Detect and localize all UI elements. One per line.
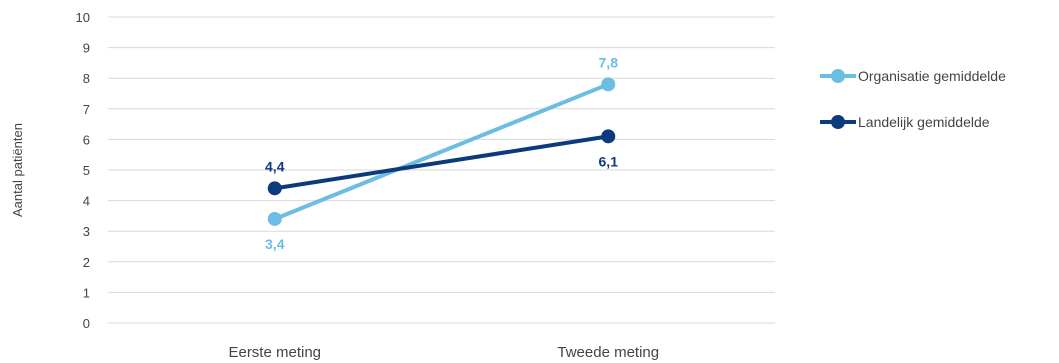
y-tick-label: 4	[83, 194, 90, 209]
y-tick-label: 9	[83, 41, 90, 56]
series-line	[272, 134, 611, 191]
gridlines	[108, 16, 775, 324]
y-tick-label: 5	[83, 163, 90, 178]
x-category-label: Eerste meting	[228, 344, 321, 361]
legend-swatch-marker	[831, 69, 845, 83]
y-axis-label: Aantal patiënten	[10, 123, 25, 217]
x-axis-categories: Eerste meting Tweede meting	[228, 344, 659, 361]
y-tick-label: 2	[83, 255, 90, 270]
y-tick-label: 6	[83, 132, 90, 147]
y-axis-ticks: 0 1 2 3 4 5 6 7 8 9 10	[76, 10, 90, 331]
data-point	[601, 129, 616, 144]
data-point	[601, 77, 616, 92]
y-tick-label: 7	[83, 102, 90, 117]
y-tick-label: 3	[83, 224, 90, 239]
data-point	[267, 181, 282, 196]
series-group: 3,4 7,8 4,4 6,1	[265, 54, 618, 252]
y-tick-label: 8	[83, 71, 90, 86]
y-tick-label: 1	[83, 285, 90, 300]
data-point	[267, 211, 282, 226]
x-category-label: Tweede meting	[557, 344, 659, 361]
y-tick-label: 10	[76, 10, 90, 25]
data-label: 3,4	[265, 236, 285, 252]
legend-label: Organisatie gemiddelde	[858, 68, 1006, 84]
data-label: 7,8	[599, 54, 619, 70]
legend: Organisatie gemiddelde Landelijk gemiddel…	[820, 68, 1006, 130]
legend-swatch-marker	[831, 115, 845, 129]
data-label: 6,1	[599, 153, 619, 169]
series-line	[272, 82, 611, 221]
data-label: 4,4	[265, 158, 285, 174]
legend-label: Landelijk gemiddelde	[858, 114, 990, 130]
y-tick-label: 0	[83, 316, 90, 331]
